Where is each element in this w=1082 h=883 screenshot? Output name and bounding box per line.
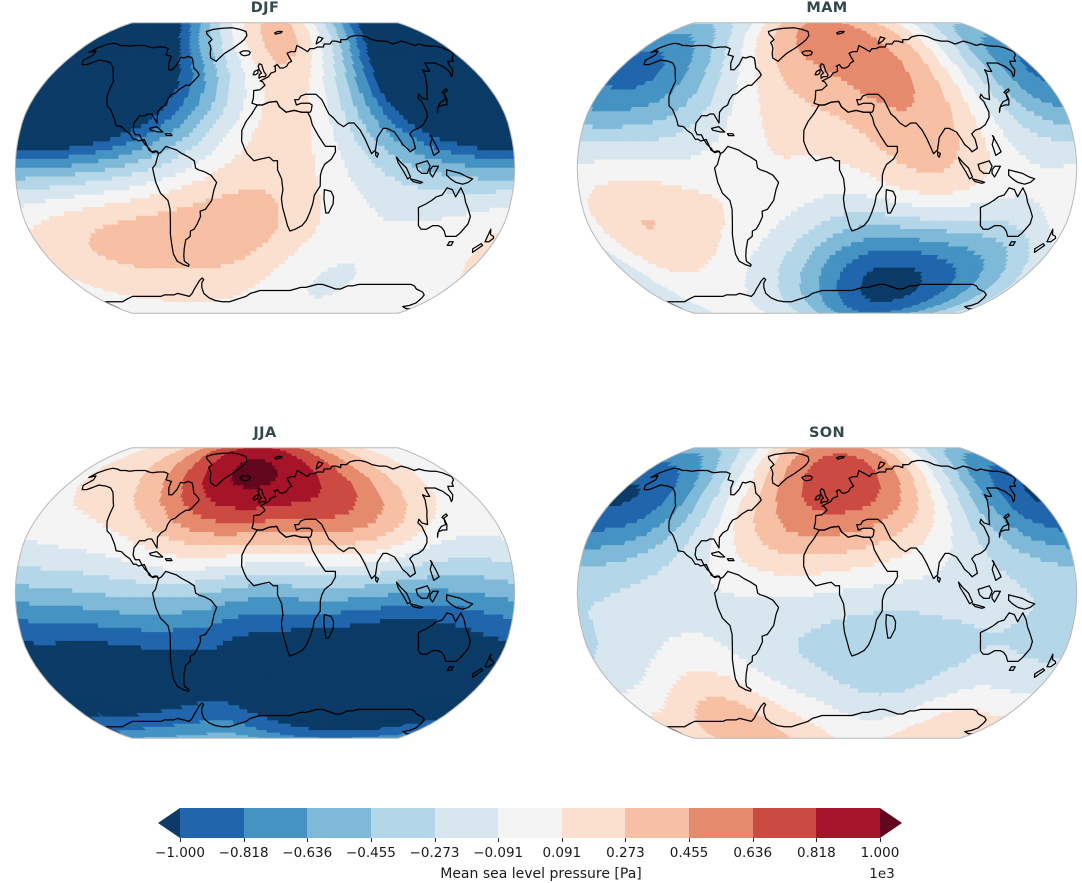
anomaly-field <box>15 447 515 739</box>
colorbar-tick-label: 0.273 <box>606 845 645 861</box>
map-svg <box>14 447 516 739</box>
colorbar-cell <box>243 808 308 838</box>
panel-title-son: SON <box>808 425 846 441</box>
colorbar-tick-label: 0.455 <box>669 845 709 861</box>
map-son <box>576 447 1078 739</box>
colorbar-cell <box>434 808 499 838</box>
map-frame <box>576 22 1078 314</box>
colorbar-cell <box>370 808 435 838</box>
colorbar-tick <box>689 838 691 842</box>
colorbar-tick-label: −0.273 <box>409 845 460 861</box>
map-panel-mam: MAM <box>576 0 1078 314</box>
colorbar-tick <box>880 838 881 842</box>
colorbar-tick <box>370 838 372 842</box>
map-frame <box>14 447 516 739</box>
colorbar-tick-label: −0.455 <box>345 845 396 861</box>
colorbar-cells <box>180 808 881 838</box>
map-panel-jja: JJA <box>14 425 516 739</box>
map-mam <box>576 22 1078 314</box>
map-jja <box>14 447 516 739</box>
colorbar-cell <box>498 808 562 838</box>
colorbar-tick <box>434 838 436 842</box>
coastlines <box>81 27 495 310</box>
anomaly-field <box>577 22 1077 314</box>
colorbar-tick <box>561 838 563 842</box>
colorbar-tick-label: −1.000 <box>155 845 205 861</box>
colorbar-cell <box>561 808 626 838</box>
colorbar-offset-text: 1e3 <box>869 866 895 882</box>
colorbar-label: Mean sea level pressure [Pa] <box>440 866 642 882</box>
map-frame <box>14 22 516 314</box>
colorbar-tick-label: 0.091 <box>542 845 582 861</box>
colorbar-extend-over-arrow <box>880 808 902 838</box>
colorbar-extend-under-arrow <box>158 808 180 838</box>
colorbar-tick <box>307 838 309 842</box>
map-svg <box>576 447 1078 739</box>
panel-title-mam: MAM <box>806 0 848 16</box>
colorbar-tick <box>498 838 500 842</box>
colorbar-tick-label: 0.818 <box>797 845 836 861</box>
panel-title-jja: JJA <box>253 425 277 441</box>
colorbar-tick <box>816 838 818 842</box>
map-panel-son: SON <box>576 425 1078 739</box>
colorbar-tick <box>752 838 754 842</box>
colorbar-cell <box>307 808 371 838</box>
map-panel-djf: DJF <box>14 0 516 314</box>
colorbar-cell <box>816 808 881 838</box>
map-frame <box>576 447 1078 739</box>
colorbar-tick-label: −0.818 <box>218 845 269 861</box>
colorbar-tick <box>625 838 627 842</box>
colorbar-tick-label: −0.636 <box>282 845 333 861</box>
map-svg <box>576 22 1078 314</box>
map-svg <box>14 22 516 314</box>
colorbar-cell <box>752 808 817 838</box>
colorbar-cell <box>180 808 244 838</box>
colorbar-tick <box>180 838 181 842</box>
colorbar-cell <box>625 808 690 838</box>
colorbar-cell <box>689 808 753 838</box>
colorbar-tick-label: 0.636 <box>733 845 773 861</box>
colorbar-tick-label: 1.000 <box>860 845 900 861</box>
colorbar-tick <box>243 838 245 842</box>
panel-title-djf: DJF <box>250 0 280 16</box>
map-djf <box>14 22 516 314</box>
anomaly-field <box>577 447 1077 739</box>
colorbar-tick-label: −0.091 <box>473 845 524 861</box>
coastlines <box>81 452 495 735</box>
anomaly-field <box>15 22 515 314</box>
